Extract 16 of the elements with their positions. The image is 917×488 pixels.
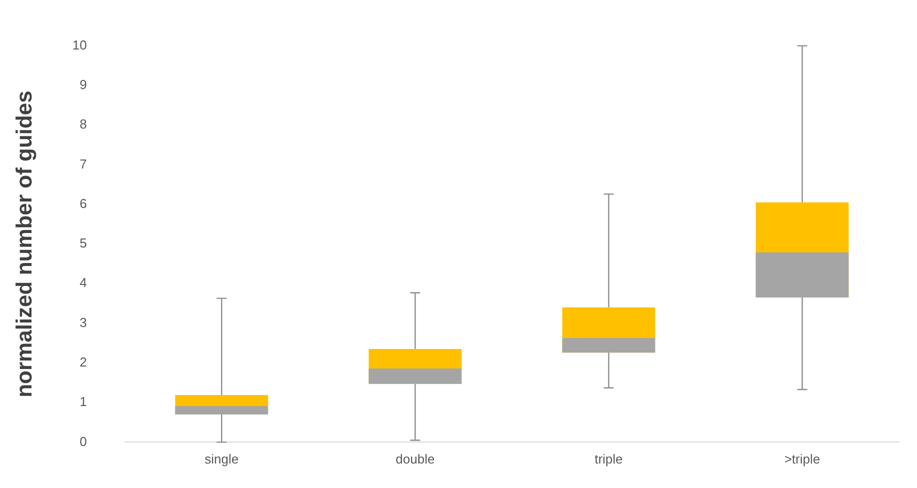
y-tick-label: 5: [80, 236, 87, 251]
y-tick-label: 6: [80, 196, 87, 211]
y-axis-title: normalized number of guides: [11, 90, 36, 398]
y-tick-label: 4: [80, 275, 87, 290]
x-tick-label: single: [204, 452, 239, 467]
y-tick-label: 1: [80, 394, 87, 410]
x-tick-label: >triple: [784, 452, 820, 467]
y-tick-label: 0: [80, 434, 87, 449]
y-tick-label: 2: [80, 354, 87, 370]
y-tick-label: 3: [80, 314, 87, 330]
y-tick-label: 9: [80, 77, 87, 92]
y-tick-label: 7: [80, 156, 87, 172]
y-tick-label: 8: [80, 116, 87, 132]
x-tick-label: triple: [594, 452, 623, 467]
y-tick-label: 10: [72, 37, 87, 52]
x-tick-label: double: [396, 452, 435, 467]
